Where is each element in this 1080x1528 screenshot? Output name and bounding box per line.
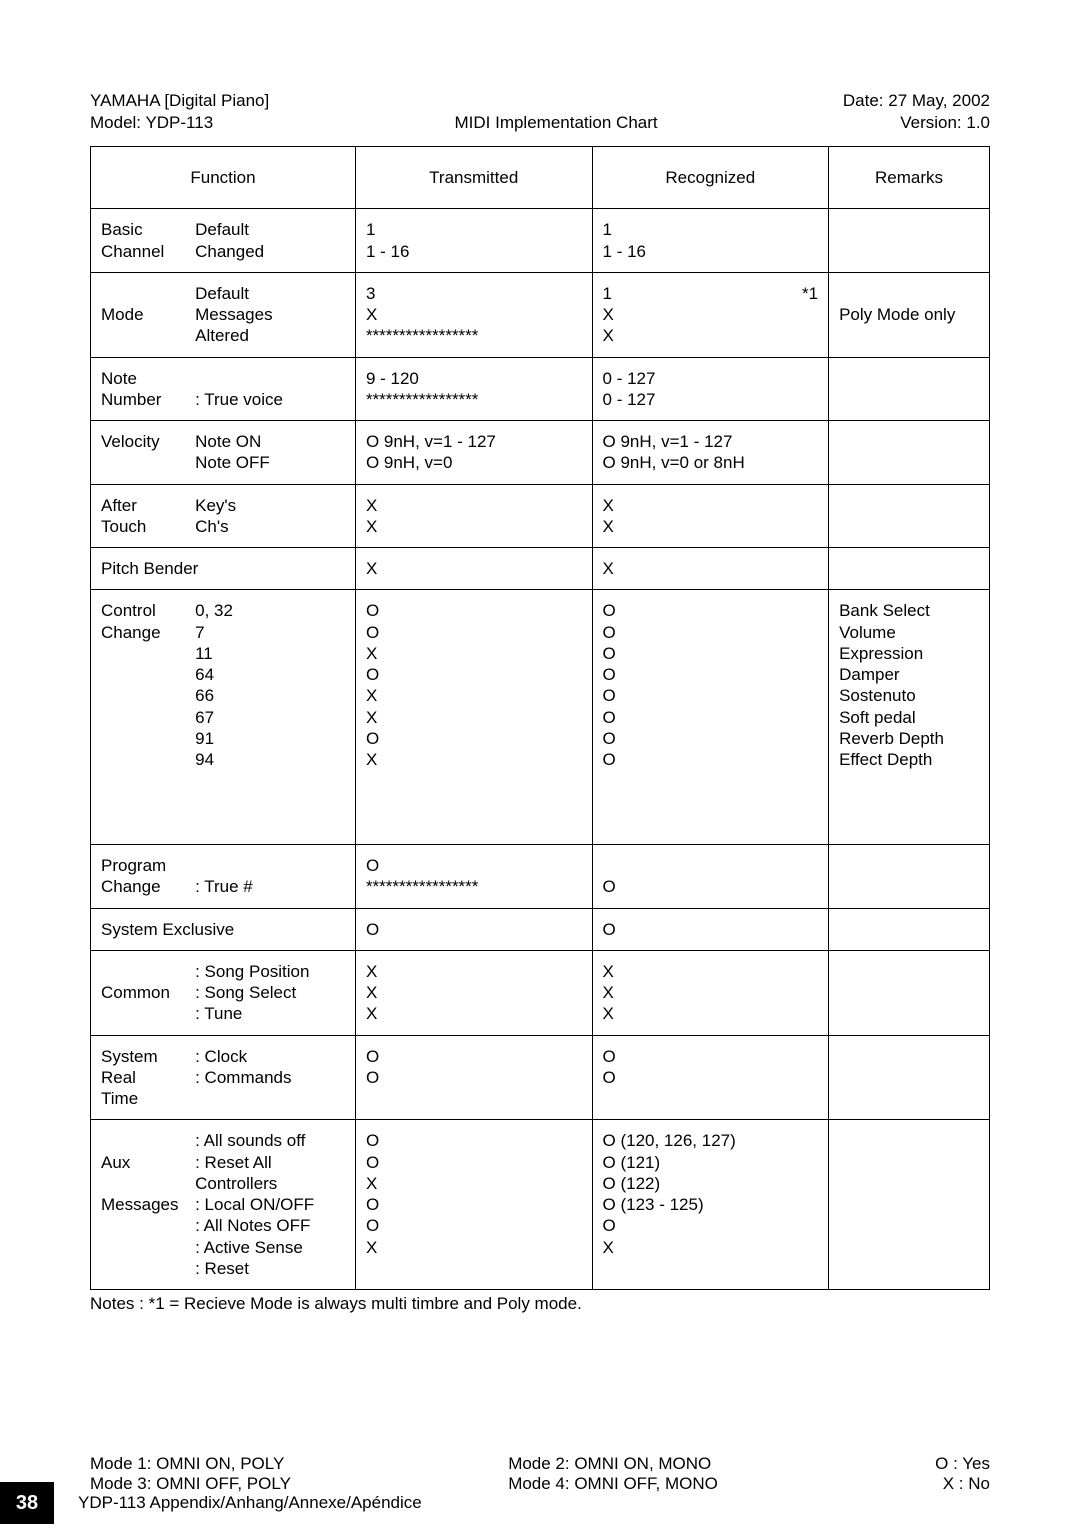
cell-tx: X X X [355,950,592,1035]
cell-rx: O (120, 126, 127) O (121) O (122) O (123… [592,1120,829,1290]
row-after-touch: After Touch Key's Ch's X X X X [91,484,990,548]
cell-rx: O O O O O O O O [592,590,829,845]
cell-tx: O ***************** [355,845,592,909]
cell-func-b: Default Changed [185,209,355,273]
cell-tx: O 9nH, v=1 - 127 O 9nH, v=0 [355,421,592,485]
cell-rx: X X X [592,950,829,1035]
cell-tx: O O [355,1035,592,1120]
cell-func-a: System Exclusive [91,908,356,950]
col-transmitted: Transmitted [355,147,592,209]
header-center: MIDI Implementation Chart [454,90,657,134]
cell-func-a: Pitch Bender [91,548,356,590]
cell-rem [829,484,990,548]
cell-rx: 0 - 127 0 - 127 [592,357,829,421]
cell-func-a: Aux Messages [91,1120,186,1290]
cell-rem [829,950,990,1035]
cell-func-a: Basic Channel [91,209,186,273]
cell-func-b: Key's Ch's [185,484,355,548]
cell-rem: Bank Select Volume Expression Damper Sos… [829,590,990,845]
row-basic-channel: Basic Channel Default Changed 1 1 - 16 1… [91,209,990,273]
cell-func-b: : Clock : Commands [185,1035,355,1120]
cell-func-a: Mode [91,272,186,357]
header-left: YAMAHA [Digital Piano] Model: YDP-113 [90,90,269,134]
cell-func-a: Control Change [91,590,186,845]
cell-func-b: Default Messages Altered [185,272,355,357]
col-function: Function [91,147,356,209]
cell-func-a: Note Number [91,357,186,421]
header-brand: YAMAHA [Digital Piano] [90,91,269,110]
cell-tx: 9 - 120 ***************** [355,357,592,421]
row-control-change: Control Change 0, 32 7 11 64 66 67 91 94… [91,590,990,845]
row-aux-messages: Aux Messages : All sounds off : Reset Al… [91,1120,990,1290]
cell-rx: 1 1 - 16 [592,209,829,273]
cell-rem [829,1035,990,1120]
cell-func-a: After Touch [91,484,186,548]
cell-rem [829,357,990,421]
cell-func-a: Program Change [91,845,186,909]
legend-center: Mode 2: OMNI ON, MONO Mode 4: OMNI OFF, … [508,1454,718,1494]
table-header-row: Function Transmitted Recognized Remarks [91,147,990,209]
header-model: Model: YDP-113 [90,113,213,132]
row-pitch-bender: Pitch Bender X X [91,548,990,590]
header-right: Date: 27 May, 2002 Version: 1.0 [843,90,990,134]
cell-func-b: : True voice [185,357,355,421]
legend-right: O : Yes X : No [935,1454,990,1494]
cell-rem: Poly Mode only [829,272,990,357]
page-footer: 38 YDP-113 Appendix/Anhang/Annexe/Apéndi… [0,1482,422,1524]
row-program-change: Program Change : True # O **************… [91,845,990,909]
footer-text: YDP-113 Appendix/Anhang/Annexe/Apéndice [78,1493,422,1513]
notes-text: Notes : *1 = Recieve Mode is always mult… [90,1294,990,1314]
header-date: Date: 27 May, 2002 [843,91,990,110]
cell-tx: O [355,908,592,950]
cell-func-a: System Real Time [91,1035,186,1120]
row-mode: Mode Default Messages Altered 3 X ******… [91,272,990,357]
cell-func-a: Velocity [91,421,186,485]
mode-rx-main: 1 X X [603,284,614,346]
col-remarks: Remarks [829,147,990,209]
midi-chart-table: Function Transmitted Recognized Remarks … [90,146,990,1290]
cell-func-b: Note ON Note OFF [185,421,355,485]
cell-rx: X [592,548,829,590]
mode-flag: *1 [802,283,818,304]
cell-tx: 3 X ***************** [355,272,592,357]
cell-func-b: : True # [185,845,355,909]
cell-rem [829,845,990,909]
cell-tx: O O X O X X O X [355,590,592,845]
row-system-real-time: System Real Time : Clock : Commands O O … [91,1035,990,1120]
cell-tx: 1 1 - 16 [355,209,592,273]
cell-tx: X X [355,484,592,548]
header-title: MIDI Implementation Chart [454,113,657,132]
cell-rx: *1 1 X X [592,272,829,357]
cell-rem [829,908,990,950]
cell-rx: O [592,845,829,909]
cell-func-b: : All sounds off : Reset All Controllers… [185,1120,355,1290]
page-number: 38 [0,1482,54,1524]
cell-tx: X [355,548,592,590]
cell-tx: O O X O O X [355,1120,592,1290]
header-version: Version: 1.0 [900,113,990,132]
row-note-number: Note Number : True voice 9 - 120 *******… [91,357,990,421]
cell-rx: O O [592,1035,829,1120]
cell-rem [829,209,990,273]
cell-func-a: Common [91,950,186,1035]
cell-rx: O 9nH, v=1 - 127 O 9nH, v=0 or 8nH [592,421,829,485]
row-system-exclusive: System Exclusive O O [91,908,990,950]
cell-rx: X X [592,484,829,548]
col-recognized: Recognized [592,147,829,209]
cell-rem [829,1120,990,1290]
row-common: Common : Song Position : Song Select : T… [91,950,990,1035]
cell-rem [829,421,990,485]
cell-rem [829,548,990,590]
cell-rx: O [592,908,829,950]
page-header: YAMAHA [Digital Piano] Model: YDP-113 MI… [90,90,990,134]
cell-func-b: : Song Position : Song Select : Tune [185,950,355,1035]
cell-cc-numbers: 0, 32 7 11 64 66 67 91 94 [185,590,355,845]
row-velocity: Velocity Note ON Note OFF O 9nH, v=1 - 1… [91,421,990,485]
